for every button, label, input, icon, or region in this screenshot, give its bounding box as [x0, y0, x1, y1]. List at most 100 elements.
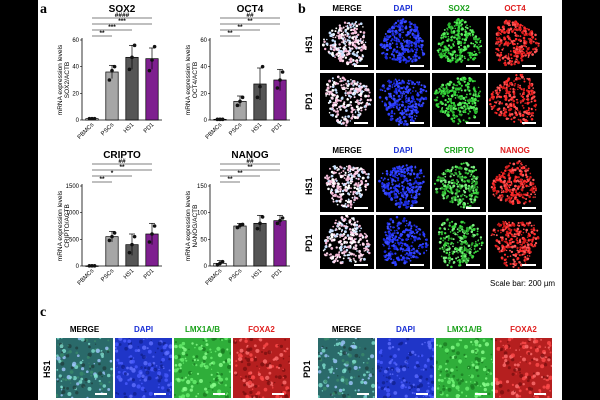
- cell-nucleus: [518, 239, 522, 242]
- tissue-speck: [117, 370, 121, 374]
- cell-nucleus: [379, 88, 382, 91]
- cell-nucleus: [520, 94, 523, 98]
- cell-nucleus: [461, 101, 465, 105]
- tissue-speck: [121, 364, 126, 369]
- cell-nucleus: [396, 167, 400, 170]
- tissue-speck: [145, 370, 150, 375]
- cell-nucleus: [471, 223, 475, 227]
- cell-nucleus: [448, 97, 451, 100]
- data-point: [258, 221, 262, 226]
- cell-nucleus: [516, 224, 519, 227]
- tissue-speck: [248, 396, 250, 398]
- cell-nucleus: [342, 103, 346, 106]
- cell-nucleus: [460, 32, 463, 36]
- cell-nucleus: [392, 94, 395, 97]
- microscopy-image-nanog: [488, 215, 542, 269]
- tissue-speck: [72, 376, 77, 381]
- cell-nucleus: [351, 52, 355, 55]
- cell-nucleus: [508, 239, 511, 242]
- cell-nucleus: [459, 250, 462, 253]
- cell-nucleus: [509, 262, 512, 266]
- cell-nucleus: [335, 199, 339, 203]
- cell-nucleus: [364, 108, 367, 111]
- cell-nucleus: [459, 52, 462, 54]
- cell-nucleus: [500, 229, 503, 232]
- cell-nucleus: [343, 40, 347, 43]
- tissue-speck: [240, 338, 243, 341]
- cell-nucleus: [516, 52, 519, 55]
- cell-nucleus: [519, 100, 522, 102]
- tissue-speck: [188, 370, 193, 375]
- cell-nucleus: [349, 241, 351, 244]
- cell-nucleus: [417, 187, 420, 191]
- cell-nucleus: [526, 47, 530, 51]
- cell-nucleus: [356, 50, 360, 54]
- cell-nucleus: [385, 55, 388, 57]
- cell-nucleus: [353, 186, 356, 189]
- cell-nucleus: [520, 54, 522, 57]
- scale-bar: [522, 122, 536, 124]
- cell-nucleus: [350, 187, 352, 190]
- cell-nucleus: [326, 236, 329, 239]
- cell-nucleus: [519, 28, 522, 31]
- tissue-speck: [56, 380, 60, 383]
- cell-nucleus: [406, 82, 409, 84]
- cell-nucleus: [523, 245, 526, 248]
- cell-nucleus: [356, 81, 359, 84]
- cell-nucleus: [330, 235, 334, 239]
- cell-nucleus: [515, 238, 518, 241]
- cell-nucleus: [478, 51, 481, 54]
- cell-nucleus: [508, 186, 511, 189]
- cell-nucleus: [437, 42, 441, 45]
- cell-nucleus: [523, 256, 526, 259]
- cell-nucleus: [513, 233, 516, 236]
- tissue-speck: [210, 361, 214, 365]
- cell-nucleus: [437, 51, 440, 54]
- cell-nucleus: [503, 83, 506, 86]
- cell-nucleus: [446, 39, 449, 42]
- cell-nucleus: [414, 177, 417, 180]
- cell-nucleus: [498, 191, 500, 193]
- cell-nucleus: [471, 180, 474, 183]
- cell-nucleus: [507, 174, 510, 177]
- cell-nucleus: [518, 86, 522, 89]
- tissue-speck: [193, 358, 196, 362]
- cell-nucleus: [500, 189, 503, 192]
- significance-label: ####: [115, 12, 130, 19]
- tissue-speck: [244, 375, 248, 378]
- cell-nucleus: [340, 122, 343, 126]
- cell-nucleus: [405, 190, 408, 193]
- data-point: [255, 226, 260, 231]
- cell-nucleus: [391, 253, 394, 256]
- tissue-speck: [244, 392, 247, 395]
- tissue-speck: [186, 379, 191, 385]
- cell-nucleus: [463, 180, 466, 183]
- cell-nucleus: [502, 182, 505, 185]
- cell-nucleus: [498, 250, 501, 253]
- tissue-speck: [181, 394, 186, 398]
- cell-nucleus: [353, 89, 357, 93]
- cell-nucleus: [464, 194, 466, 197]
- cell-nucleus: [382, 179, 385, 181]
- cell-nucleus: [411, 234, 414, 238]
- cell-nucleus: [498, 107, 501, 110]
- tissue-speck: [142, 345, 147, 350]
- cell-nucleus: [447, 22, 451, 26]
- cell-nucleus: [407, 171, 410, 174]
- tissue-speck: [99, 338, 102, 340]
- cell-nucleus: [349, 170, 352, 173]
- cell-nucleus: [329, 237, 332, 240]
- cell-nucleus: [500, 238, 504, 242]
- tissue-speck: [72, 385, 77, 390]
- cell-nucleus: [519, 248, 522, 251]
- cell-nucleus: [472, 165, 476, 169]
- cell-nucleus: [458, 87, 461, 90]
- cell-nucleus: [517, 77, 521, 80]
- cell-nucleus: [353, 50, 355, 53]
- cell-nucleus: [405, 256, 409, 260]
- cell-nucleus: [414, 235, 417, 239]
- cell-nucleus: [359, 192, 362, 195]
- cell-nucleus: [470, 182, 473, 185]
- cell-nucleus: [447, 245, 450, 248]
- cell-nucleus: [514, 37, 518, 41]
